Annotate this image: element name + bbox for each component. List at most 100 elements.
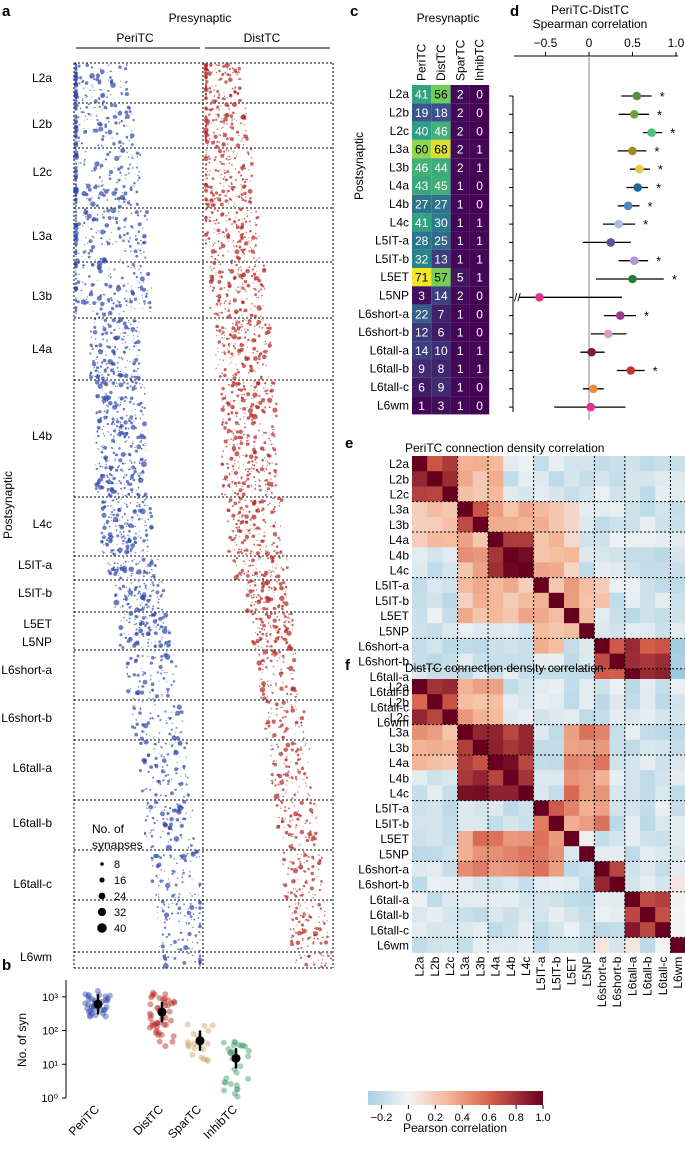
matrix-cell-L5IT-a-L2b bbox=[427, 577, 443, 594]
disttc-dot bbox=[227, 549, 231, 553]
disttc-dot bbox=[306, 854, 308, 857]
peritc-dot bbox=[118, 574, 120, 577]
peritc-dot bbox=[97, 350, 100, 352]
disttc-dot bbox=[292, 868, 299, 874]
peritc-dot bbox=[119, 468, 123, 472]
b-point-SparTC bbox=[204, 1040, 211, 1047]
peritc-dot bbox=[89, 73, 95, 79]
peritc-dot bbox=[186, 793, 191, 797]
peritc-dot bbox=[82, 224, 84, 227]
peritc-dot bbox=[173, 749, 178, 754]
peritc-dot bbox=[133, 461, 136, 464]
matrix-cell-L4c-L4c bbox=[518, 562, 534, 578]
disttc-dot bbox=[265, 431, 267, 434]
peritc-dot bbox=[174, 767, 179, 772]
disttc-dot bbox=[224, 102, 229, 107]
peritc-dot bbox=[108, 284, 113, 289]
peritc-dot bbox=[139, 288, 143, 291]
disttc-dot bbox=[225, 227, 227, 230]
disttc-dot bbox=[258, 326, 261, 328]
disttc-dot bbox=[218, 315, 220, 317]
peritc-dot bbox=[147, 300, 152, 305]
peritc-dot bbox=[136, 586, 139, 588]
disttc-dot bbox=[233, 463, 236, 465]
peritc-dot bbox=[138, 686, 140, 688]
c-cell-value: 0 bbox=[476, 179, 483, 193]
disttc-dot bbox=[266, 684, 268, 686]
disttc-dot bbox=[236, 74, 239, 76]
disttc-dot bbox=[262, 649, 268, 655]
peritc-dot bbox=[173, 870, 176, 873]
disttc-dot bbox=[205, 74, 207, 77]
peritc-dot bbox=[131, 389, 134, 392]
peritc-dot bbox=[101, 428, 104, 431]
disttc-dot bbox=[233, 468, 235, 471]
peritc-dot bbox=[125, 64, 128, 67]
disttc-dot bbox=[247, 319, 252, 323]
matrix-cell-L2a-L4a bbox=[488, 456, 504, 472]
disttc-dot bbox=[250, 313, 254, 317]
c-cell-L3a-SparTC bbox=[450, 139, 470, 159]
disttc-dot bbox=[234, 86, 237, 89]
peritc-dot bbox=[163, 756, 165, 758]
peritc-dot bbox=[155, 612, 157, 615]
peritc-dot bbox=[128, 492, 130, 495]
disttc-dot bbox=[226, 170, 230, 174]
disttc-dot bbox=[273, 612, 276, 615]
disttc-dot bbox=[263, 354, 266, 357]
peritc-dot bbox=[103, 410, 106, 413]
disttc-dot bbox=[230, 383, 235, 388]
peritc-dot bbox=[95, 395, 98, 398]
disttc-dot bbox=[267, 722, 269, 724]
peritc-dot bbox=[122, 493, 124, 496]
peritc-dot bbox=[94, 338, 97, 340]
peritc-dot bbox=[123, 373, 129, 379]
disttc-dot bbox=[233, 536, 237, 540]
disttc-dot bbox=[266, 487, 270, 491]
b-point-SparTC bbox=[201, 1022, 208, 1029]
peritc-dot bbox=[119, 396, 124, 401]
peritc-dot bbox=[84, 302, 87, 305]
disttc-dot bbox=[258, 533, 260, 535]
disttc-dot bbox=[304, 919, 307, 921]
disttc-dot bbox=[212, 131, 215, 134]
peritc-dot bbox=[138, 517, 141, 521]
disttc-dot bbox=[258, 543, 261, 547]
c-cell-L6tall-a-SparTC bbox=[450, 341, 470, 360]
disttc-dot bbox=[306, 797, 309, 800]
matrix-cell-L2b-L4a bbox=[488, 471, 504, 487]
disttc-dot bbox=[253, 574, 255, 577]
peritc-dot bbox=[136, 370, 138, 372]
panel-label-e: e bbox=[345, 435, 353, 452]
b-point-DistTC bbox=[171, 998, 178, 1005]
d-significance-star: * bbox=[656, 254, 661, 269]
peritc-dot bbox=[84, 192, 86, 194]
disttc-dot bbox=[292, 888, 294, 890]
peritc-dot bbox=[136, 339, 141, 345]
peritc-dot bbox=[94, 161, 100, 167]
peritc-dot bbox=[99, 473, 104, 478]
c-cell-value: 1 bbox=[457, 307, 464, 321]
peritc-dot bbox=[130, 250, 132, 252]
peritc-dot bbox=[155, 874, 158, 878]
peritc-dot bbox=[110, 70, 112, 72]
c-cell-L6short-b-DistTC bbox=[431, 322, 451, 342]
peritc-dot bbox=[108, 79, 110, 81]
disttc-dot bbox=[285, 765, 288, 768]
peritc-dot bbox=[143, 281, 145, 283]
disttc-dot bbox=[208, 158, 211, 160]
matrix-cell-L2c-L3a bbox=[457, 486, 474, 502]
peritc-dot bbox=[163, 652, 168, 658]
disttc-dot bbox=[270, 633, 272, 635]
disttc-dot bbox=[231, 119, 233, 122]
disttc-dot bbox=[278, 618, 281, 622]
peritc-dot bbox=[74, 234, 78, 238]
disttc-dots-L6short-b bbox=[270, 741, 312, 800]
peritc-dot bbox=[117, 204, 122, 209]
disttc-dot bbox=[287, 867, 290, 870]
peritc-dot bbox=[123, 633, 125, 635]
peritc-dot bbox=[141, 470, 145, 474]
peritc-dot bbox=[166, 753, 170, 756]
peritc-dot bbox=[135, 166, 138, 169]
disttc-dot bbox=[224, 245, 226, 248]
